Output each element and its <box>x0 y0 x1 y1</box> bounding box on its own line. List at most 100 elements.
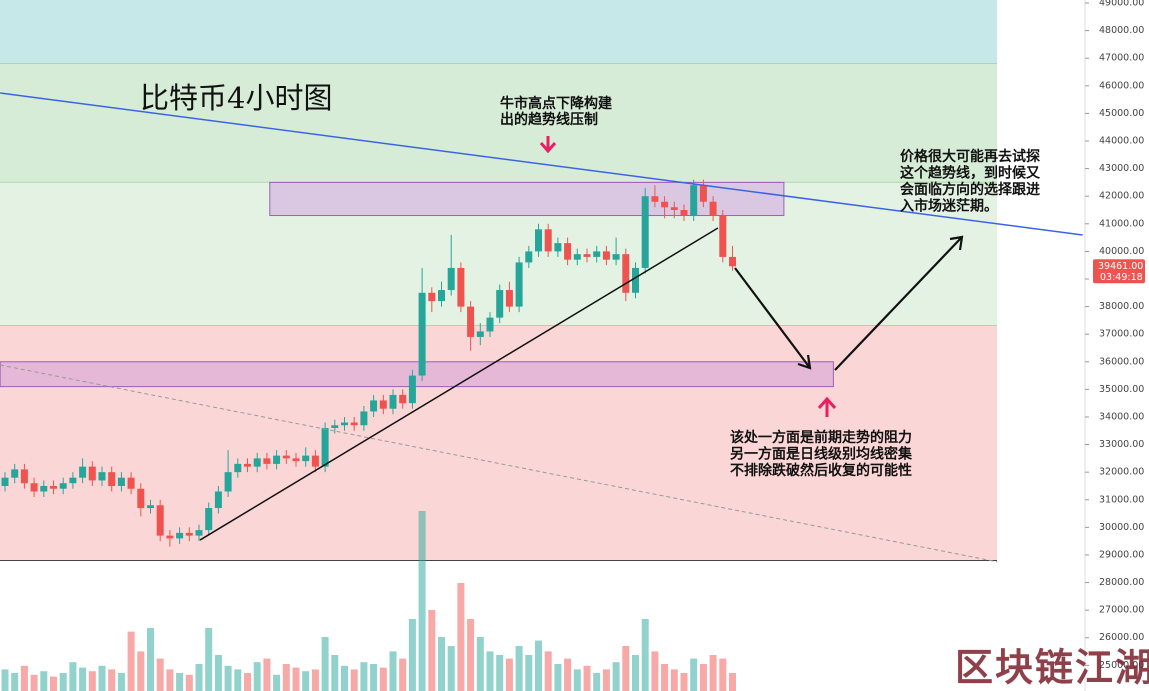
candle-body <box>147 505 154 509</box>
candle-body <box>690 185 698 216</box>
y-tick-label: 40000.00 <box>1099 246 1144 257</box>
volume-bar <box>244 673 251 691</box>
candle-body <box>709 201 717 216</box>
last-price-box <box>1093 259 1145 284</box>
y-tick-label: 32000.00 <box>1099 467 1144 478</box>
candle-body <box>486 317 494 332</box>
volume-bar <box>651 651 659 691</box>
volume-bar <box>263 658 271 691</box>
candle-body <box>185 532 193 536</box>
candle-body <box>729 256 736 267</box>
candle-body <box>476 331 484 337</box>
candle-body <box>166 535 174 539</box>
candle-body <box>156 505 164 536</box>
candle-body <box>50 485 57 489</box>
y-tick-label: 47000.00 <box>1099 53 1144 64</box>
candle-body <box>117 477 125 486</box>
volume-bar <box>59 673 67 691</box>
volume-bar <box>564 658 572 691</box>
countdown: 03:49:18 <box>1100 272 1143 283</box>
candle-body <box>69 477 77 484</box>
candle-body <box>253 458 261 467</box>
volume-bar <box>573 669 581 691</box>
candle-body <box>341 422 348 426</box>
volume-bar <box>719 658 727 691</box>
volume-bar <box>69 662 77 691</box>
y-tick-label: 46000.00 <box>1099 80 1144 91</box>
candle-body <box>651 196 659 202</box>
volume-bar <box>467 619 475 691</box>
y-tick-label: 45000.00 <box>1099 108 1144 119</box>
candle-body <box>311 455 319 467</box>
volume-bar <box>311 669 319 691</box>
axis-bg <box>1085 0 1149 691</box>
y-tick-label: 42000.00 <box>1099 191 1144 202</box>
volume-bar <box>50 676 57 691</box>
volume-bar <box>525 655 533 691</box>
y-tick-label: 28000.00 <box>1099 577 1144 588</box>
candle-body <box>137 488 145 509</box>
candle-body <box>602 251 610 260</box>
candle-body <box>234 463 242 473</box>
y-tick-label: 49000.00 <box>1099 0 1144 9</box>
candle-body <box>525 251 533 263</box>
volume-bar <box>224 665 232 691</box>
volume-bar <box>195 664 203 691</box>
candle-body <box>428 292 436 302</box>
candle-body <box>457 267 465 307</box>
volume-bar <box>1 669 9 691</box>
volume-bar <box>273 674 281 691</box>
candle-body <box>593 251 601 257</box>
volume-bar <box>137 651 145 691</box>
candle-body <box>447 267 455 291</box>
candle-body <box>467 306 475 337</box>
volume-bar <box>709 655 717 691</box>
candle-body <box>20 469 28 484</box>
volume-bar <box>496 655 504 691</box>
y-tick-label: 37000.00 <box>1099 329 1144 340</box>
candle-body <box>389 394 397 409</box>
zone <box>0 63 997 183</box>
volume-bar <box>350 669 358 691</box>
y-tick-label: 35000.00 <box>1099 384 1144 395</box>
volume-bar <box>379 667 387 691</box>
candle-body <box>350 422 358 426</box>
volume-bar <box>632 655 639 691</box>
volume-bar <box>408 619 416 691</box>
volume-bar <box>11 673 19 691</box>
volume-bar <box>602 669 610 691</box>
y-tick-label: 43000.00 <box>1099 163 1144 174</box>
y-tick-label: 48000.00 <box>1099 25 1144 36</box>
volume-bar <box>108 669 116 691</box>
volume-bar <box>234 669 242 691</box>
y-tick-label: 34000.00 <box>1099 411 1144 422</box>
annotation: 该处一方面是前期走势的阻力 <box>730 429 912 446</box>
watermark: 区块链江湖 <box>955 646 1149 690</box>
candle-body <box>573 254 581 260</box>
candle-body <box>273 455 281 464</box>
candle-body <box>195 530 203 536</box>
arrow <box>734 235 964 371</box>
y-tick-label: 27000.00 <box>1099 605 1144 616</box>
candle-body <box>408 375 416 404</box>
y-tick-label: 41000.00 <box>1099 218 1144 229</box>
volume-bar <box>476 637 484 691</box>
candle-body <box>321 428 329 467</box>
candle-body <box>554 243 562 252</box>
candle-body <box>224 472 232 492</box>
volume-bar <box>147 628 154 691</box>
price-box <box>0 361 834 388</box>
volume-bar <box>486 651 494 691</box>
volume-bar <box>447 646 455 691</box>
candle-body <box>59 483 67 489</box>
volume-bar <box>253 662 261 691</box>
candle-body <box>622 254 630 293</box>
candle-body <box>699 185 707 202</box>
volume-bar <box>282 664 290 691</box>
candle-body <box>214 491 222 509</box>
volume-bar <box>302 671 310 691</box>
volume-bar <box>544 651 552 691</box>
candle-body <box>612 254 620 260</box>
candle-body <box>30 483 38 492</box>
